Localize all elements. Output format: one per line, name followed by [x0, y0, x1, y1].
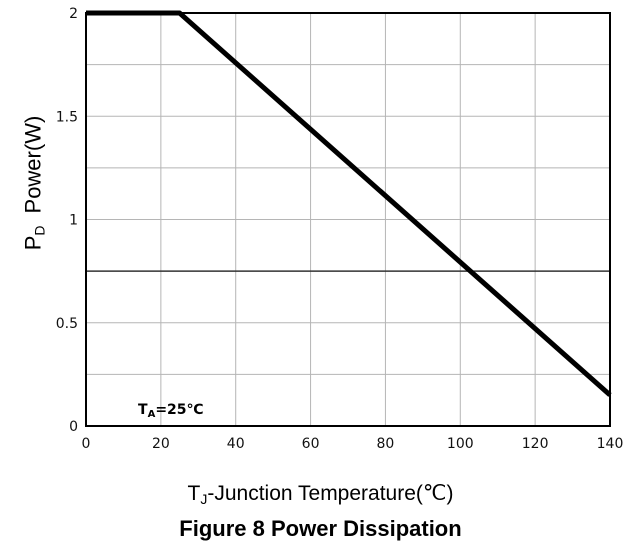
plot-frame	[85, 12, 611, 427]
grid-lines	[86, 13, 610, 426]
x-tick-label: 80	[377, 436, 395, 452]
y-tick-label: 0.5	[56, 316, 78, 332]
figure-title: Figure 8 Power Dissipation	[179, 516, 462, 541]
x-tick-label: 140	[597, 436, 624, 452]
x-tick-label: 60	[302, 436, 320, 452]
x-tick-labels: 0 20 40 60 80 100 120 140	[82, 436, 624, 452]
x-tick-label: 0	[82, 436, 91, 452]
x-tick-label: 20	[152, 436, 170, 452]
y-tick-label: 2	[69, 6, 78, 22]
y-axis-label: PDPower(W)	[20, 115, 48, 251]
x-axis-label: TJ-Junction Temperature(℃)	[187, 482, 454, 507]
x-tick-label: 40	[227, 436, 245, 452]
y-tick-labels: 0 0.5 1 1.5 2	[56, 6, 78, 435]
power-dissipation-chart: 0 20 40 60 80 100 120 140 0 0.5 1 1.5 2 TA=25℃	[56, 6, 624, 452]
y-tick-label: 1.5	[56, 109, 78, 125]
x-tick-label: 120	[522, 436, 549, 452]
y-tick-label: 0	[69, 419, 78, 435]
x-tick-label: 100	[447, 436, 474, 452]
series-group	[86, 10, 612, 397]
ambient-temp-annotation: TA=25℃	[138, 402, 204, 420]
y-tick-label: 1	[69, 213, 78, 229]
series-line-0	[86, 10, 612, 397]
